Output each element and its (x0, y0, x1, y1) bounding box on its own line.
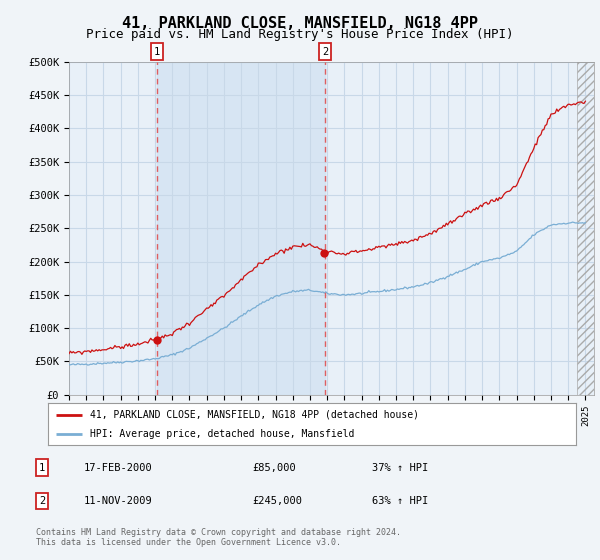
Bar (577, 62, 594, 395)
Text: 2: 2 (39, 496, 45, 506)
Text: 11-NOV-2009: 11-NOV-2009 (84, 496, 153, 506)
Text: 1: 1 (154, 46, 160, 57)
Text: 63% ↑ HPI: 63% ↑ HPI (372, 496, 428, 506)
Text: 1: 1 (39, 463, 45, 473)
Text: Contains HM Land Registry data © Crown copyright and database right 2024.
This d: Contains HM Land Registry data © Crown c… (36, 528, 401, 547)
Text: £85,000: £85,000 (252, 463, 296, 473)
Text: HPI: Average price, detached house, Mansfield: HPI: Average price, detached house, Mans… (90, 429, 355, 439)
Text: 37% ↑ HPI: 37% ↑ HPI (372, 463, 428, 473)
Bar (157, 62, 325, 395)
Text: 41, PARKLAND CLOSE, MANSFIELD, NG18 4PP: 41, PARKLAND CLOSE, MANSFIELD, NG18 4PP (122, 16, 478, 31)
Text: 2: 2 (322, 46, 328, 57)
Text: £245,000: £245,000 (252, 496, 302, 506)
Text: Price paid vs. HM Land Registry's House Price Index (HPI): Price paid vs. HM Land Registry's House … (86, 28, 514, 41)
Text: 17-FEB-2000: 17-FEB-2000 (84, 463, 153, 473)
Text: 41, PARKLAND CLOSE, MANSFIELD, NG18 4PP (detached house): 41, PARKLAND CLOSE, MANSFIELD, NG18 4PP … (90, 409, 419, 419)
